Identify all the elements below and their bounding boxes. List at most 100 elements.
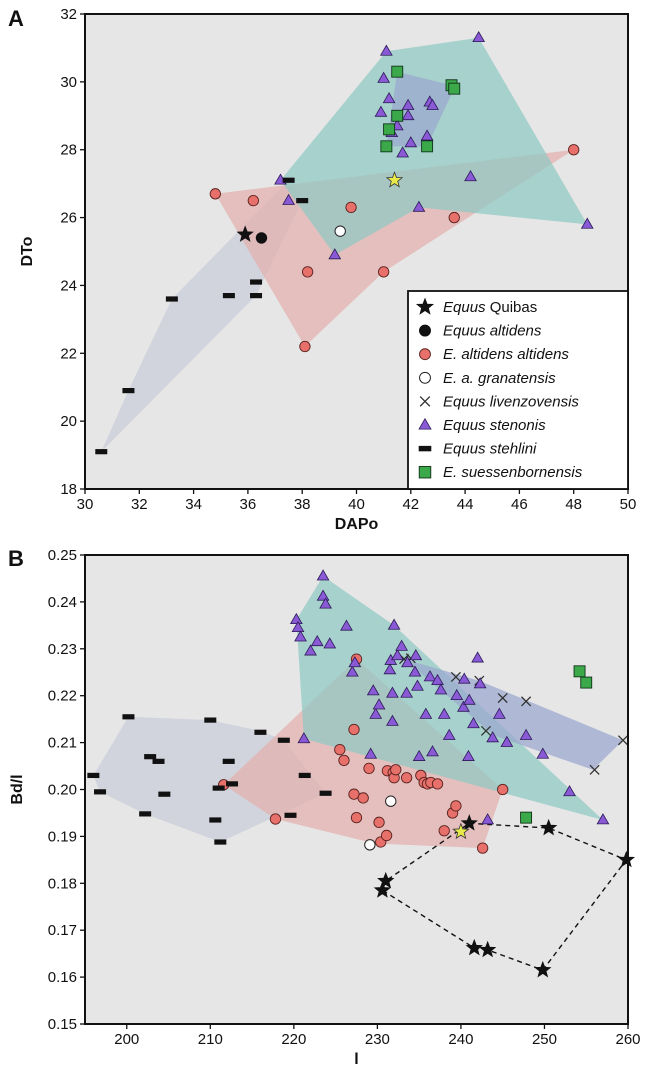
marker-quibas (534, 960, 552, 978)
x-tick-label: 44 (457, 496, 474, 513)
y-tick-label: 0.19 (48, 828, 77, 845)
y-tick-label: 0.17 (48, 922, 77, 939)
marker-altidens_altidens (377, 266, 390, 278)
marker-altidens_altidens (350, 811, 363, 824)
marker-centroid (385, 171, 404, 188)
legend-label-granatensis: E. a. granatensis (443, 370, 556, 387)
marker-stenonis (282, 193, 296, 205)
marker-quibas (236, 225, 254, 242)
y-tick-label: 22 (60, 345, 77, 362)
hull-stenonis (280, 37, 588, 255)
marker-suessenbornensis (383, 123, 396, 136)
marker-altidens_altidens (390, 764, 402, 776)
marker-stenonis (316, 569, 330, 581)
x-axis-label: l (354, 1051, 358, 1068)
marker-stehlini (298, 772, 311, 779)
marker-stenonis (492, 707, 506, 719)
legend-label-italic: Equus altidens (443, 323, 542, 340)
marker-altidens_altidens (497, 783, 509, 796)
legend-label-altidens: Equus altidens (443, 323, 542, 340)
marker-stenonis (473, 677, 487, 689)
x-tick-label: 200 (114, 1031, 139, 1048)
x-tick-label: 230 (365, 1031, 390, 1048)
marker-stenonis (289, 612, 303, 625)
legend-marker-granatensis (419, 371, 431, 384)
marker-stenonis (419, 707, 433, 719)
marker-quibas (478, 940, 497, 958)
marker-stenonis (563, 785, 576, 797)
marker-stehlini (209, 817, 222, 823)
marker-altidens (255, 232, 268, 244)
marker-stenonis (450, 688, 464, 700)
marker-stehlini (122, 714, 135, 720)
marker-stenonis (316, 589, 330, 601)
x-tick-label: 34 (185, 496, 202, 513)
marker-stenonis (426, 745, 439, 757)
legend-label-italic: Equus stehlini (443, 441, 537, 458)
marker-stenonis (412, 200, 426, 212)
marker-stenonis (372, 698, 386, 710)
marker-stehlini (87, 772, 100, 779)
marker-stenonis (328, 248, 342, 260)
marker-stenonis (400, 686, 414, 698)
y-tick-label: 30 (60, 74, 77, 91)
marker-stehlini (122, 388, 135, 394)
panel-label: B (8, 546, 24, 571)
marker-stehlini (95, 449, 108, 455)
marker-stenonis (500, 735, 514, 747)
marker-stenonis (457, 700, 470, 712)
marker-stenonis (377, 71, 391, 83)
panel-b: 200 210 220 230 240 250 260 0.15 0.16 0.17 0.18 0.1… (8, 546, 641, 1068)
marker-altidens_altidens (348, 723, 360, 736)
x-tick-label: 210 (198, 1031, 223, 1048)
marker-stehlini (222, 293, 235, 299)
marker-stenonis (431, 673, 444, 685)
legend-marker-quibas (415, 297, 435, 315)
y-tick-label: 20 (60, 413, 77, 430)
marker-stenonis (536, 747, 550, 759)
legend-label-italic: E. a. granatensis (443, 370, 556, 387)
marker-stehlini (158, 791, 171, 797)
marker-stenonis (462, 693, 476, 705)
marker-stenonis (472, 30, 486, 43)
legend-label-italic: Equus stenonis (443, 417, 546, 434)
panel-a: 30 32 34 36 38 40 42 44 46 48 50 18 20 22 24 26 28 30 32 DA… (8, 6, 636, 533)
marker-stenonis (340, 619, 353, 631)
marker-stenonis (420, 129, 434, 141)
marker-stehlini (139, 811, 152, 817)
marker-stenonis (391, 649, 404, 661)
y-tick-label: 18 (60, 481, 77, 498)
legend-label-italic: Equus (443, 299, 486, 316)
marker-altidens_altidens (338, 754, 350, 767)
marker-stenonis (297, 732, 311, 744)
legend-marker-suessenbornensis (418, 465, 432, 479)
marker-stehlini (226, 781, 239, 787)
marker-quibas (460, 814, 478, 831)
marker-quibas (617, 850, 636, 868)
marker-altidens_altidens (269, 813, 282, 825)
marker-altidens_altidens (438, 825, 450, 837)
marker-stenonis (348, 656, 362, 668)
legend-marker-stenonis (418, 417, 432, 430)
legend-marker-livenzovensis (419, 396, 431, 407)
marker-altidens_altidens (357, 792, 369, 804)
x-tick-label: 240 (448, 1031, 473, 1048)
legend-label-italic: E. suessenbornensis (443, 464, 583, 481)
marker-stehlini (319, 790, 332, 796)
marker-altidens_altidens (431, 778, 444, 790)
marker-stenonis (471, 651, 485, 663)
marker-stenonis (409, 649, 423, 661)
legend-label-stehlini: Equus stehlini (443, 441, 537, 458)
marker-suessenbornensis (391, 65, 404, 78)
marker-stenonis (379, 44, 393, 56)
marker-altidens_altidens (301, 266, 314, 278)
marker-quibas (377, 871, 395, 889)
marker-altidens_altidens (476, 842, 489, 854)
marker-stenonis (386, 714, 399, 726)
marker-altidens_altidens (334, 743, 346, 756)
marker-stenonis (395, 639, 409, 651)
marker-stehlini (250, 279, 263, 285)
marker-stenonis (387, 618, 401, 630)
x-tick-label: 32 (131, 496, 148, 513)
marker-altidens_altidens (400, 772, 413, 784)
